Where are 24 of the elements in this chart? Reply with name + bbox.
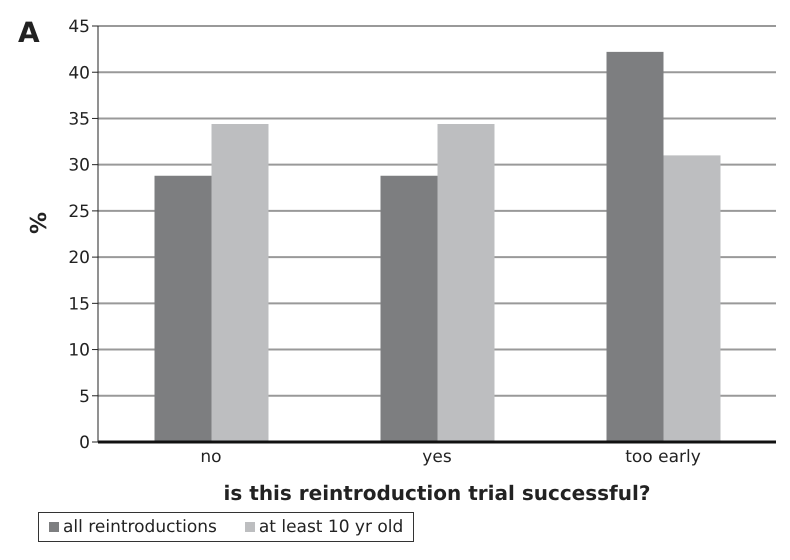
bar	[438, 124, 494, 442]
x-tick-label: no	[200, 447, 222, 468]
x-tick-label: too early	[625, 447, 701, 468]
y-tick-label: 40	[68, 63, 90, 84]
x-axis-title: is this reintroduction trial successful?	[224, 481, 650, 505]
x-tick-label: yes	[422, 447, 452, 468]
y-tick-label: 15	[68, 294, 90, 314]
bar	[154, 176, 212, 442]
legend-label: at least 10 yr old	[258, 517, 404, 537]
y-tick-label: 45	[68, 17, 90, 38]
text: A	[18, 16, 40, 49]
bar	[212, 124, 268, 442]
y-tick-label: 25	[68, 202, 90, 222]
y-tick-label: 20	[68, 248, 90, 268]
y-tick-label: 10	[68, 340, 90, 361]
y-tick-label: 35	[68, 109, 90, 130]
legend-label: all reintroductions	[62, 517, 217, 537]
bar	[380, 176, 438, 442]
bar	[606, 52, 664, 442]
y-tick-label: 5	[79, 386, 90, 407]
y-tick-label: 30	[68, 156, 90, 176]
y-axis-title: %	[26, 212, 52, 234]
bar	[664, 155, 720, 442]
y-tick-label: 0	[79, 433, 90, 454]
